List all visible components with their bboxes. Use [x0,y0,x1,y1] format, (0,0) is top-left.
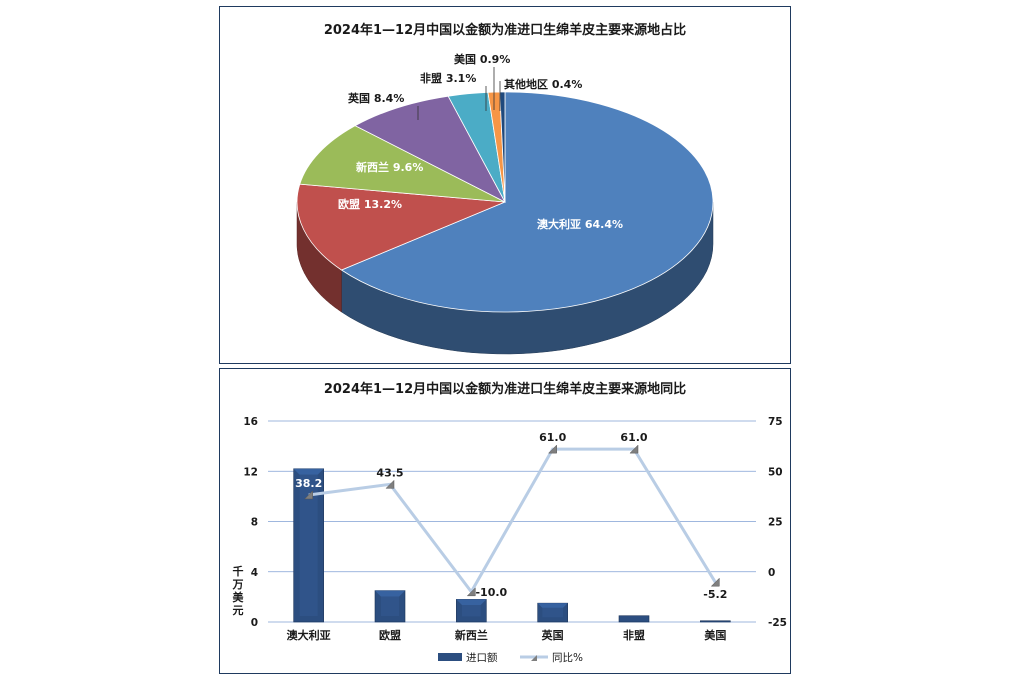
y-tick-label: 4 [251,567,258,579]
line-point [466,587,476,597]
bar-英国 [537,602,568,623]
bar-非盟 [618,615,650,623]
y-tick-label: 16 [243,416,258,428]
y2-tick-label: 75 [768,416,783,428]
y2-tick-label: 0 [768,567,775,579]
x-tick-label: 英国 [541,628,564,642]
x-tick-label: 澳大利亚 [287,628,331,642]
x-tick-label: 美国 [704,628,726,642]
pie-label-美国: 美国 0.9% [454,52,510,66]
pie-slice-欧盟 [296,183,506,271]
line-point [304,490,313,500]
y2-tick-label: 50 [768,466,783,478]
line-data-label: -10.0 [475,586,507,599]
bar-美国 [700,620,731,623]
pie-label-新西兰: 新西兰 9.6% [356,160,423,174]
line-data-label: 61.0 [620,431,647,444]
combo-chart-panel: 2024年1—12月中国以金额为准进口生绵羊皮主要来源地同比 0 4 8 12 16 -2… [219,368,791,674]
y-axis-title-char: 美 [233,590,245,604]
y-axis-title-char: 千 [233,564,244,578]
legend: 进口额 同比% [438,651,583,664]
pie-label-英国: 英国 8.4% [347,91,404,105]
y-axis-title-char: 万 [232,578,244,591]
line-data-label: 38.2 [295,477,322,490]
y-axis-title-char: 元 [233,604,244,617]
line-point [710,577,720,587]
legend-marker [531,655,537,661]
pie-label-欧盟: 欧盟 13.2% [338,197,402,211]
line-point [629,444,639,454]
pie-label-非盟: 非盟 3.1% [420,71,476,85]
pie-label-其他地区: 其他地区 0.4% [504,77,582,91]
pie-slice-新西兰 [299,125,506,203]
pie-chart: 2024年1—12月中国以金额为准进口生绵羊皮主要来源地占比 澳大利亚 64.4… [296,22,714,355]
line-data-label: 43.5 [376,466,403,479]
y-tick-label: 0 [251,617,258,629]
pie-chart-panel: 2024年1—12月中国以金额为准进口生绵羊皮主要来源地占比 澳大利亚 64.4… [219,6,791,364]
y-tick-label: 12 [243,466,258,478]
pie-chart-title: 2024年1—12月中国以金额为准进口生绵羊皮主要来源地占比 [324,22,686,38]
line-point [385,479,395,489]
pie-slice-英国 [354,95,506,203]
x-tick-label: 欧盟 [379,628,401,642]
line-data-label: 61.0 [539,431,566,444]
bar-欧盟 [374,590,406,623]
line-data-label: -5.2 [703,588,727,601]
pie-slice-澳大利亚 [340,91,714,313]
x-tick-label: 非盟 [623,628,645,642]
line-series-yoy [308,447,717,595]
combo-chart-title: 2024年1—12月中国以金额为准进口生绵羊皮主要来源地同比 [324,381,686,397]
legend-label-line: 同比% [552,651,583,664]
y-tick-label: 8 [251,517,258,529]
combo-chart: 2024年1—12月中国以金额为准进口生绵羊皮主要来源地同比 0 4 8 12 16 -2… [232,381,787,664]
line-point [548,444,557,454]
legend-label-bar: 进口额 [466,651,498,664]
y2-tick-label: 25 [768,517,783,529]
y2-tick-label: -25 [768,617,787,629]
bar-澳大利亚 [293,468,324,623]
legend-swatch-bar [438,653,462,661]
bar-新西兰 [456,599,487,623]
x-tick-label: 新西兰 [455,628,488,642]
pie-label-澳大利亚: 澳大利亚 64.4% [537,217,623,231]
